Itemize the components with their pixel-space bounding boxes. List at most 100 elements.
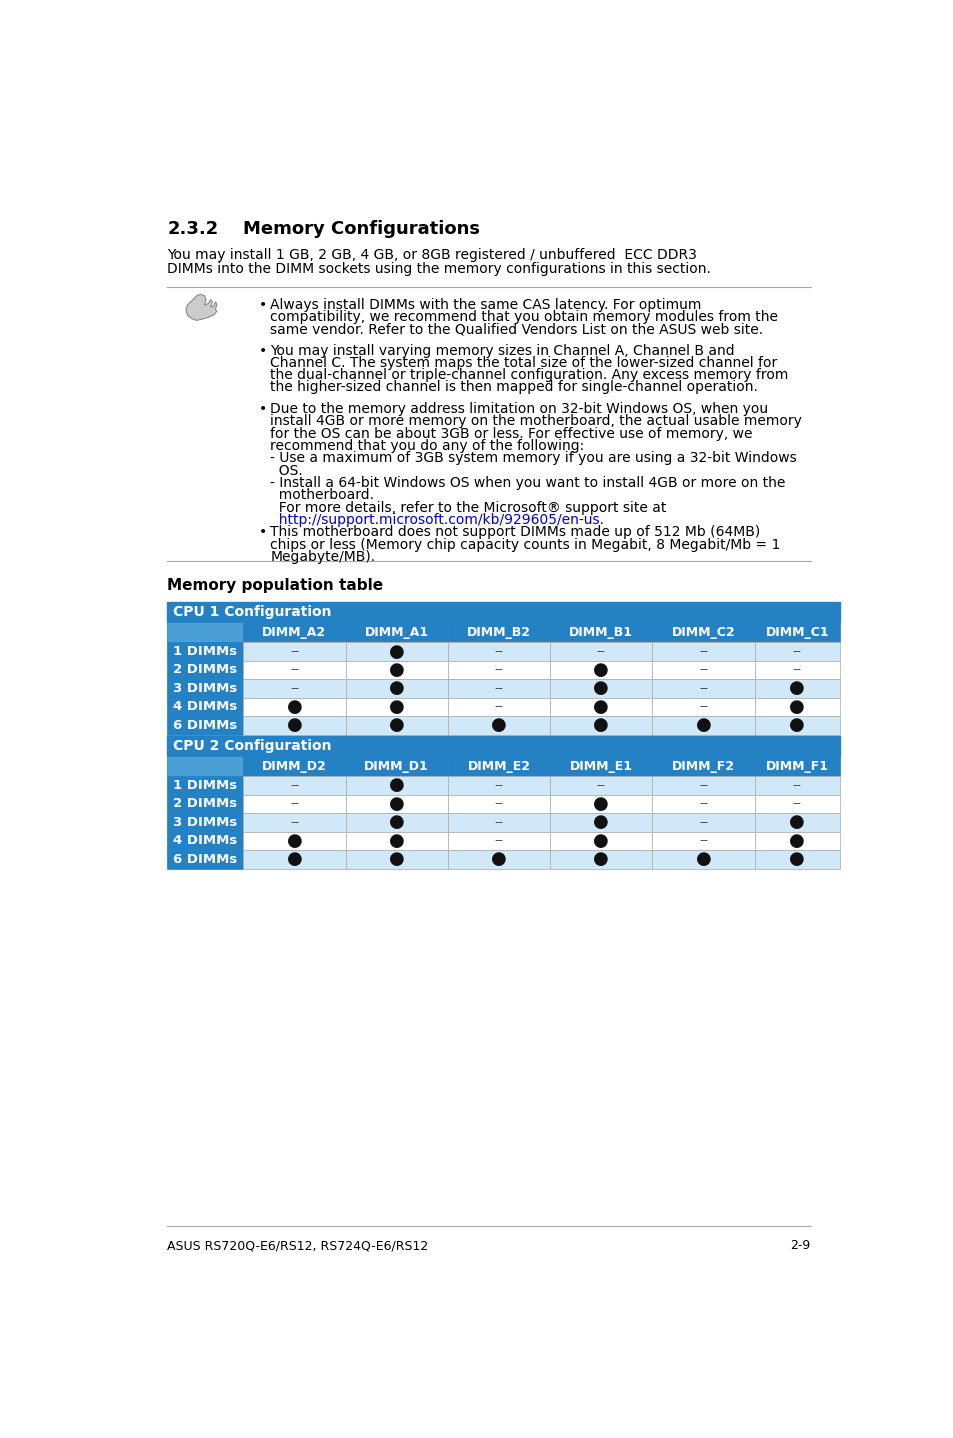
Bar	[167, 679, 243, 697]
Text: --: --	[290, 779, 298, 792]
Text: --: --	[494, 700, 503, 713]
Text: ●: ●	[593, 833, 609, 850]
Text: - Install a 64-bit Windows OS when you want to install 4GB or more on the: - Install a 64-bit Windows OS when you w…	[270, 476, 785, 490]
Text: Memory Configurations: Memory Configurations	[243, 220, 479, 239]
Bar	[550, 716, 652, 735]
Bar	[652, 716, 754, 735]
Bar	[447, 814, 550, 831]
Bar	[754, 697, 840, 716]
Text: ●: ●	[389, 697, 404, 716]
Text: •: •	[258, 403, 267, 416]
Bar	[447, 831, 550, 850]
Text: ●: ●	[789, 850, 804, 869]
Bar	[447, 643, 550, 660]
Bar	[652, 660, 754, 679]
Text: ●: ●	[389, 850, 404, 869]
Bar	[550, 643, 652, 660]
Bar	[754, 814, 840, 831]
Bar	[167, 643, 243, 660]
Bar	[550, 814, 652, 831]
Text: --: --	[699, 779, 707, 792]
Text: ●: ●	[789, 716, 804, 735]
Bar	[652, 795, 754, 814]
Bar	[447, 697, 550, 716]
Bar	[167, 756, 243, 777]
Text: •: •	[258, 525, 267, 539]
Bar	[243, 814, 345, 831]
Text: --: --	[494, 682, 503, 695]
Text: DIMM_A2: DIMM_A2	[262, 626, 326, 638]
Text: DIMM_D1: DIMM_D1	[364, 759, 429, 772]
Bar	[167, 716, 243, 735]
Bar	[167, 603, 840, 623]
Bar	[652, 623, 754, 643]
Bar	[550, 679, 652, 697]
Text: --: --	[494, 834, 503, 847]
Bar	[754, 850, 840, 869]
Bar	[345, 679, 447, 697]
Text: 3 DIMMs: 3 DIMMs	[173, 815, 237, 828]
Text: --: --	[699, 815, 707, 828]
Text: for the OS can be about 3GB or less. For effective use of memory, we: for the OS can be about 3GB or less. For…	[270, 427, 752, 440]
Bar	[550, 850, 652, 869]
Text: --: --	[792, 779, 801, 792]
Bar	[345, 716, 447, 735]
Text: install 4GB or more memory on the motherboard, the actual usable memory: install 4GB or more memory on the mother…	[270, 414, 801, 429]
Bar	[754, 716, 840, 735]
Bar	[243, 623, 345, 643]
Text: ●: ●	[789, 697, 804, 716]
Bar	[447, 660, 550, 679]
Text: motherboard.: motherboard.	[270, 489, 374, 502]
Bar	[652, 831, 754, 850]
Bar	[652, 814, 754, 831]
Bar	[550, 623, 652, 643]
Bar	[243, 716, 345, 735]
Text: For more details, refer to the Microsoft® support site at: For more details, refer to the Microsoft…	[270, 500, 666, 515]
Text: http://support.microsoft.com/kb/929605/en-us.: http://support.microsoft.com/kb/929605/e…	[270, 513, 604, 526]
Bar	[345, 814, 447, 831]
Text: ●: ●	[695, 850, 711, 869]
Text: •: •	[258, 344, 267, 358]
Text: --: --	[699, 700, 707, 713]
Text: --: --	[699, 834, 707, 847]
Bar	[550, 831, 652, 850]
Bar	[754, 679, 840, 697]
Bar	[243, 795, 345, 814]
Bar	[167, 697, 243, 716]
Bar	[243, 777, 345, 795]
Bar	[447, 777, 550, 795]
Bar	[345, 795, 447, 814]
Text: --: --	[699, 682, 707, 695]
Text: DIMM_C2: DIMM_C2	[671, 626, 735, 638]
Text: ●: ●	[389, 814, 404, 831]
Text: DIMM_B1: DIMM_B1	[569, 626, 633, 638]
Text: 4 DIMMs: 4 DIMMs	[173, 834, 237, 847]
Text: 4 DIMMs: 4 DIMMs	[173, 700, 237, 713]
Text: 6 DIMMs: 6 DIMMs	[173, 853, 237, 866]
Text: ●: ●	[286, 697, 302, 716]
Bar	[652, 850, 754, 869]
Text: ●: ●	[491, 716, 506, 735]
Text: ●: ●	[593, 795, 609, 812]
Bar	[447, 850, 550, 869]
Text: --: --	[290, 815, 298, 828]
Text: 1 DIMMs: 1 DIMMs	[173, 646, 237, 659]
Text: --: --	[792, 798, 801, 811]
Text: Due to the memory address limitation on 32-bit Windows OS, when you: Due to the memory address limitation on …	[270, 403, 768, 416]
Bar	[754, 795, 840, 814]
Bar	[167, 777, 243, 795]
Text: ●: ●	[593, 697, 609, 716]
Text: --: --	[597, 779, 605, 792]
Text: --: --	[494, 798, 503, 811]
Text: DIMMs into the DIMM sockets using the memory configurations in this section.: DIMMs into the DIMM sockets using the me…	[167, 262, 710, 276]
Text: --: --	[699, 798, 707, 811]
Text: - Use a maximum of 3GB system memory if you are using a 32-bit Windows: - Use a maximum of 3GB system memory if …	[270, 452, 797, 466]
Text: DIMM_C1: DIMM_C1	[764, 626, 828, 638]
Text: ●: ●	[389, 643, 404, 660]
Text: same vendor. Refer to the Qualified Vendors List on the ASUS web site.: same vendor. Refer to the Qualified Vend…	[270, 322, 762, 336]
Text: --: --	[290, 682, 298, 695]
Bar	[754, 623, 840, 643]
Text: 1 DIMMs: 1 DIMMs	[173, 779, 237, 792]
Bar	[167, 736, 840, 756]
Bar	[447, 756, 550, 777]
